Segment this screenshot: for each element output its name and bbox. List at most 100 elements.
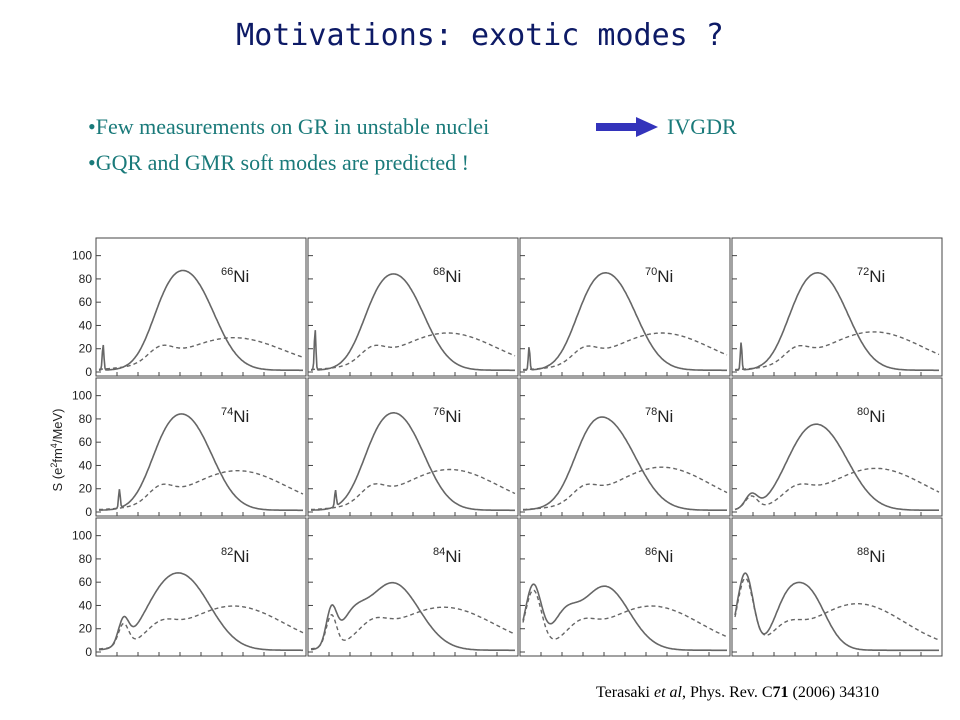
nucleus-element: Ni (233, 267, 249, 286)
nucleus-element: Ni (869, 547, 885, 566)
y-tick-label: 80 (79, 412, 93, 426)
y-tick-label: 100 (72, 529, 92, 543)
y-tick-label: 40 (79, 458, 93, 472)
caption-volume: 71 (772, 684, 789, 701)
y-axis-label-part: /MeV) (50, 409, 65, 444)
nucleus-label: 76Ni (433, 406, 461, 426)
nucleus-label: 78Ni (645, 406, 673, 426)
curve-solid (523, 416, 727, 511)
arrow-shaft (596, 123, 638, 131)
nucleus-label: 68Ni (433, 266, 461, 286)
y-tick-label: 80 (79, 552, 93, 566)
nucleus-element: Ni (869, 267, 885, 286)
y-tick-label: 40 (79, 598, 93, 612)
nucleus-mass: 82 (221, 546, 233, 558)
bullet-soft-modes: •GQR and GMR soft modes are predicted ! (88, 150, 470, 175)
caption-etal: et al (649, 684, 682, 701)
nucleus-mass: 72 (857, 266, 869, 278)
arrow-head (636, 117, 658, 137)
nucleus-element: Ni (233, 547, 249, 566)
nucleus-element: Ni (445, 267, 461, 286)
curve-solid (523, 272, 727, 372)
y-axis-label-part: S (e (50, 468, 65, 492)
y-tick-label: 60 (79, 575, 93, 589)
panel-ni-74: 0 20 40 60 80 100 74Ni (72, 377, 307, 519)
nucleus-label: 88Ni (857, 546, 885, 566)
panel-frame (519, 237, 731, 377)
nucleus-mass: 78 (645, 406, 657, 418)
curve-solid (99, 572, 303, 652)
y-tick-label: 0 (85, 365, 92, 379)
y-tick-label: 100 (72, 249, 92, 263)
nucleus-mass: 74 (221, 406, 233, 418)
curve-solid (734, 423, 939, 511)
y-tick-label: 0 (85, 505, 92, 519)
nucleus-element: Ni (869, 407, 885, 426)
panel-frame (95, 237, 307, 377)
curve-solid (99, 413, 303, 512)
curve-solid (311, 412, 515, 512)
panel-ni-76: 76Ni (307, 377, 519, 517)
panel-frame (307, 517, 519, 657)
nucleus-label: 80Ni (857, 406, 885, 426)
y-tick-label: 80 (79, 272, 93, 286)
caption-author: Terasaki (596, 684, 650, 701)
y-axis-label: S (e2fm4/MeV) (49, 409, 65, 492)
panel-ni-82: 0 20 40 60 80 100 82Ni (72, 517, 307, 659)
right-arrow-icon (596, 117, 658, 137)
nucleus-label: 86Ni (645, 546, 673, 566)
nucleus-element: Ni (445, 407, 461, 426)
panel-ni-72: 72Ni (731, 237, 943, 377)
bullet-target-ivgdr: IVGDR (667, 114, 737, 139)
y-tick-label: 0 (85, 645, 92, 659)
y-tick-label: 100 (72, 389, 92, 403)
nucleus-label: 70Ni (645, 266, 673, 286)
curve-solid (522, 583, 727, 652)
panel-ni-70: 70Ni (519, 237, 731, 377)
nucleus-element: Ni (657, 547, 673, 566)
nucleus-element: Ni (445, 547, 461, 566)
panel-frame (731, 377, 943, 517)
panel-frame (519, 377, 731, 517)
caption-journal: , Phys. Rev. C (681, 684, 773, 701)
panel-ni-88: 88Ni (731, 517, 943, 657)
curve-solid (310, 581, 515, 652)
panel-ni-66: 0 20 40 60 80 100 66Ni (72, 237, 307, 379)
y-axis-label-part: 2 (49, 463, 59, 468)
y-tick-label: 60 (79, 435, 93, 449)
curve-dashed (522, 589, 728, 640)
nucleus-label: 74Ni (221, 406, 249, 426)
bullet-gr-measurements: •Few measurements on GR in unstable nucl… (88, 114, 490, 139)
nucleus-label: 66Ni (221, 266, 249, 286)
y-tick-label: 20 (79, 342, 93, 356)
slide-title: Motivations: exotic modes ? (236, 18, 724, 53)
curve-solid (734, 572, 939, 652)
panel-frame (307, 377, 519, 517)
nucleus-mass: 70 (645, 266, 657, 278)
curve-dashed (734, 467, 940, 510)
curve-dashed (734, 577, 940, 641)
nucleus-label: 72Ni (857, 266, 885, 286)
nucleus-element: Ni (233, 407, 249, 426)
panel-ni-86: 86Ni (519, 517, 731, 657)
nucleus-mass: 66 (221, 266, 233, 278)
nucleus-label: 82Ni (221, 546, 249, 566)
y-tick-label: 20 (79, 482, 93, 496)
y-tick-label: 40 (79, 318, 93, 332)
nucleus-element: Ni (657, 407, 673, 426)
curve-solid (98, 269, 303, 372)
panel-ni-68: 68Ni (307, 237, 519, 377)
panel-frame (731, 237, 943, 377)
nucleus-mass: 76 (433, 406, 445, 418)
nucleus-mass: 88 (857, 546, 869, 558)
y-tick-label: 60 (79, 295, 93, 309)
panel-ni-84: 84Ni (307, 517, 519, 657)
nucleus-mass: 84 (433, 546, 445, 558)
nucleus-mass: 86 (645, 546, 657, 558)
panel-frame (307, 237, 519, 377)
curve-solid (311, 273, 515, 372)
curve-dashed (310, 606, 516, 650)
caption-rest: (2006) 34310 (788, 684, 880, 701)
curve-solid (735, 272, 939, 372)
